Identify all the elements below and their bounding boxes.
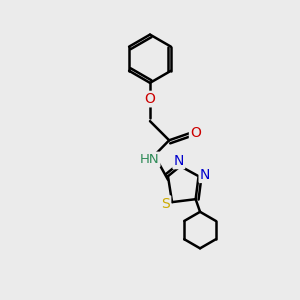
Text: S: S xyxy=(161,196,170,211)
Text: HN: HN xyxy=(140,153,159,166)
Text: O: O xyxy=(145,92,155,106)
Text: O: O xyxy=(190,126,201,140)
Text: N: N xyxy=(200,168,210,182)
Text: N: N xyxy=(174,154,184,168)
